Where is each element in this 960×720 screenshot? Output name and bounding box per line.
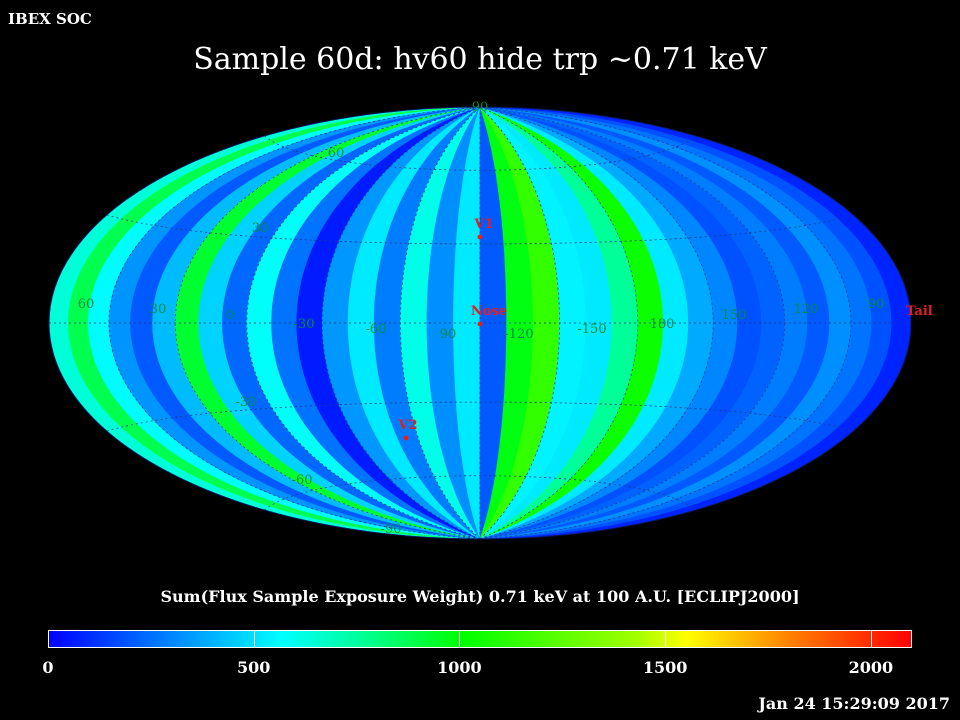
parallel-line xyxy=(264,135,696,171)
parallel-line xyxy=(106,401,854,432)
colorbar-tick xyxy=(665,630,667,648)
longitude-label: -120 xyxy=(504,327,533,342)
marker-v1-label: V1 xyxy=(473,217,493,232)
marker-v2-label: V2 xyxy=(397,418,417,433)
colorbar-tick-label: 1500 xyxy=(642,658,688,677)
colorbar-tick xyxy=(459,630,461,648)
longitude-label: -150 xyxy=(577,322,606,337)
colorbar-tick-label: 1000 xyxy=(437,658,482,677)
longitude-label: -60 xyxy=(366,322,387,337)
longitude-label: -30 xyxy=(294,317,315,332)
timestamp: Jan 24 15:29:09 2017 xyxy=(758,694,950,713)
latitude-label: -30 xyxy=(236,395,257,410)
longitude-label: 150 xyxy=(722,308,747,323)
longitude-label: 0 xyxy=(226,308,234,323)
longitude-label: 30 xyxy=(150,302,167,317)
colorbar-title: Sum(Flux Sample Exposure Weight) 0.71 ke… xyxy=(160,587,800,606)
marker-v2-dot xyxy=(403,435,409,441)
meridian-line xyxy=(479,107,714,539)
app-label: IBEX SOC xyxy=(8,10,92,28)
meridian-line xyxy=(174,107,481,539)
colorbar-tick xyxy=(253,630,255,648)
latitude-label: -60 xyxy=(292,473,313,488)
meridian-line xyxy=(479,107,786,539)
latitude-label: -90 xyxy=(381,522,402,537)
colorbar-tick xyxy=(870,630,872,648)
sky-markers: V1 Nose V2 Tail xyxy=(397,217,933,441)
parallel-line xyxy=(264,475,696,511)
longitude-label: 60 xyxy=(78,297,95,312)
meridian-line xyxy=(479,107,852,539)
latitude-label: 90 xyxy=(472,100,489,115)
map-outline xyxy=(48,106,912,540)
colorbar-ticks xyxy=(48,630,912,648)
graticule-labels: 60 30 -30 -60 90 -90 60 30 0 -30 -60 90 -120 -150 180 1… xyxy=(78,100,885,537)
meridian-line xyxy=(246,107,481,539)
flux-strips xyxy=(49,107,911,539)
marker-tail-label: Tail xyxy=(906,304,933,319)
marker-nose-dot xyxy=(477,321,483,327)
colorbar-tick-label: 500 xyxy=(237,658,271,677)
marker-v1-dot xyxy=(477,234,483,240)
latitude-label: 60 xyxy=(328,146,345,161)
latitude-label: 30 xyxy=(252,221,269,236)
colorbar-tick-label: 0 xyxy=(42,658,54,677)
colorbar xyxy=(48,630,912,648)
longitude-label: 90 xyxy=(868,297,885,312)
colorbar-tick-label: 2000 xyxy=(848,658,894,677)
map-title: Sample 60d: hv60 hide trp ~0.71 keV xyxy=(193,42,767,77)
longitude-label: 180 xyxy=(650,317,675,332)
parallel-line xyxy=(106,214,854,245)
marker-nose-label: Nose xyxy=(471,304,507,319)
meridian-line xyxy=(108,107,481,539)
longitude-label: 90 xyxy=(440,327,457,342)
longitude-label: 120 xyxy=(794,302,819,317)
